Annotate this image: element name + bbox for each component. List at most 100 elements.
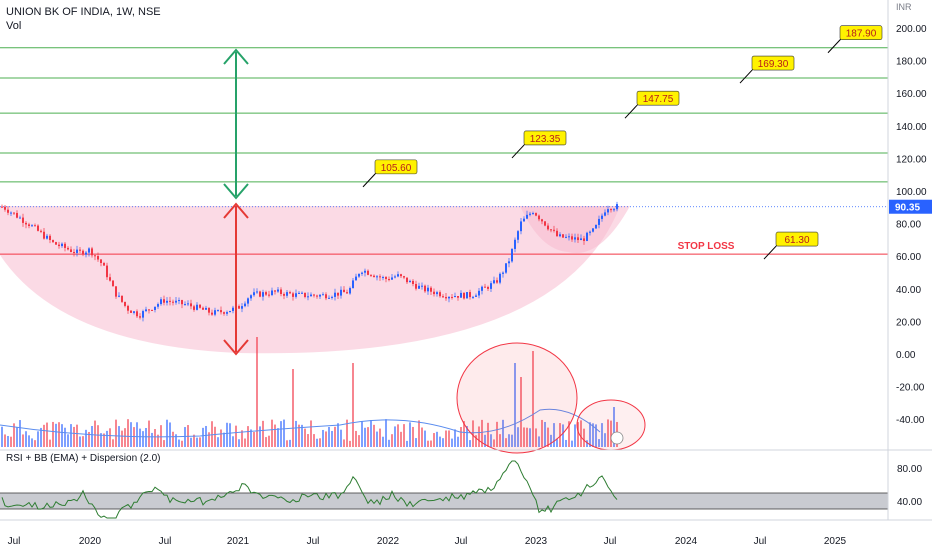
volume-bar [562,424,564,447]
volume-bar [85,429,87,447]
volume-bar [49,439,51,447]
candle-body [133,311,135,313]
candle-body [436,292,438,295]
time-tick-label: Jul [159,536,172,547]
candle-body [130,310,132,313]
candle-body [376,276,378,278]
level-label: 61.30 [784,235,809,246]
volume-bar [601,423,603,447]
candle-body [325,294,327,299]
candle-body [43,231,45,239]
volume-bar [583,428,585,447]
candle-body [349,288,351,294]
candle-body [403,276,405,278]
volume-bar [100,433,102,447]
volume-bar [46,422,48,447]
volume-bar [535,428,537,447]
volume-bar [517,427,519,447]
symbol-title[interactable]: UNION BK OF INDIA, 1W, NSE [6,6,161,18]
volume-bar [490,434,492,447]
candle-body [31,225,33,227]
volume-bar [268,435,270,447]
candle-body [577,237,579,241]
volume-bar [175,434,177,447]
volume-label[interactable]: Vol [6,20,22,32]
volume-bar [355,430,357,447]
indicator-label[interactable]: RSI + BB (EMA) + Dispersion (2.0) [6,453,161,464]
candle-body [334,292,336,297]
volume-highlight-circle [456,342,578,454]
target-arrow-head [223,48,249,65]
volume-bar [568,421,570,447]
candle-body [241,306,243,309]
volume-bar [91,425,93,447]
candle-body [538,215,540,220]
volume-bar [364,427,366,447]
candle-body [187,303,189,305]
candle-body [103,263,105,266]
candle-body [157,304,159,307]
volume-bar [298,424,300,447]
volume-bar [382,436,384,447]
candle-body [295,293,297,297]
candle-body [529,213,531,215]
candle-body [46,235,48,239]
candle-body [214,310,216,315]
volume-bar [154,429,156,447]
volume-bar [508,434,510,447]
level-label: 187.90 [846,29,877,40]
volume-bar [253,432,255,447]
candle-body [193,306,195,310]
label-pointer [624,102,640,119]
volume-bar [13,423,15,447]
candle-body [310,294,312,297]
volume-bar [310,420,312,447]
volume-bar [217,437,219,447]
volume-bar [325,431,327,447]
volume-bar [277,428,279,447]
level-label: 169.30 [758,59,789,70]
candle-body [94,255,96,257]
level-badge [636,90,680,106]
label-pointer [362,171,378,188]
candle-body [265,292,267,295]
cup-fill [0,206,620,354]
price-tick-label: 120.00 [896,154,927,165]
candle-body [34,225,36,227]
volume-bar [316,438,318,447]
volume-bar [262,420,264,447]
volume-bar [286,440,288,447]
candle-body [469,292,471,298]
volume-bar [409,422,411,447]
volume-bar [340,429,342,447]
candle-body [79,249,81,251]
volume-bar [463,421,465,447]
volume-bar [235,425,237,447]
volume-bar [589,422,591,447]
volume-bar [334,426,336,447]
volume-bar [10,436,12,447]
candle-body [40,230,42,232]
candle-body [55,242,57,245]
candle-body [457,295,459,298]
price-tick-label: 60.00 [896,252,921,263]
volume-bar [112,439,114,447]
candle-body [571,236,573,240]
candle-body [547,225,549,230]
candle-body [394,276,396,278]
level-badge [775,231,819,247]
candle-body [385,277,387,280]
level-badge [839,25,883,41]
volume-bar [31,438,33,447]
candle-body [136,311,138,317]
volume-bar [580,420,582,447]
candle-body [523,218,525,222]
candle-body [520,221,522,232]
candle-body [16,212,18,218]
volume-bar [106,430,108,447]
candle-body [229,310,231,313]
candle-body [460,292,462,298]
candle-body [400,274,402,277]
candle-body [487,286,489,289]
